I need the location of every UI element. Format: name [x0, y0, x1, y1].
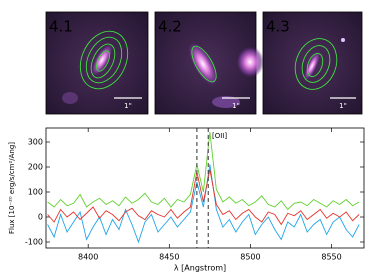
scale-label: 1" — [124, 102, 132, 110]
x-axis-label: λ [Angstrom] — [174, 264, 226, 273]
plot-frame — [45, 127, 365, 249]
spectrum-line — [47, 131, 360, 211]
image-panel: 4.2 1" — [154, 11, 264, 115]
panel-label: 4.3 — [266, 18, 290, 36]
panel-label: 4.1 — [49, 18, 73, 36]
annotation: [OII] — [212, 132, 227, 140]
x-tick-label: 8500 — [240, 253, 260, 262]
y-tick-label: -100 — [25, 238, 43, 247]
y-tick-label: 200 — [28, 163, 43, 172]
scale-label: 1" — [339, 102, 347, 110]
plot: -100 0 100 200 300 8400 8450 8500 8550 — [25, 128, 364, 262]
x-tick-label: 8400 — [78, 253, 98, 262]
x-tick-label: 8550 — [321, 253, 341, 262]
y-axis-label: Flux [10⁻²⁰ erg/s/cm²/Ang] — [8, 142, 16, 234]
scale-label: 1" — [232, 102, 240, 110]
panel-label: 4.2 — [158, 18, 182, 36]
image-panel: 4.3 1" — [262, 11, 363, 115]
y-tick-label: 100 — [28, 188, 43, 197]
x-tick-label: 8450 — [159, 253, 179, 262]
y-tick-label: 300 — [28, 138, 43, 147]
spectrum-line — [47, 164, 360, 244]
y-tick-label: 0 — [38, 213, 43, 222]
image-panel: 4.1 1" — [45, 11, 149, 115]
spectrum-line — [47, 169, 360, 226]
